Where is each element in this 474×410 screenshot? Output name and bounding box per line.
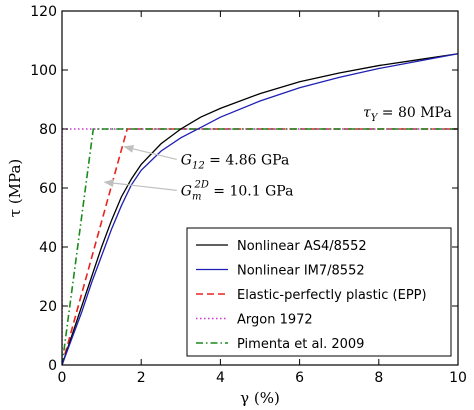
annotation-arrow-g12 (123, 144, 177, 160)
y-axis-label: τ (MPa) (6, 159, 24, 218)
x-tick-label: 2 (137, 370, 146, 386)
annotation-superscript: 2D (193, 179, 208, 190)
legend-label-4: Pimenta et al. 2009 (237, 337, 364, 352)
x-tick-label: 8 (374, 370, 383, 386)
y-tick-label: 120 (30, 4, 57, 20)
y-tick-label: 20 (39, 299, 57, 315)
legend-label-3: Argon 1972 (237, 313, 313, 328)
annotation-value: = 4.86 GPa (205, 152, 290, 168)
annotation-arrow-gm2d (103, 179, 177, 191)
series-line-0 (62, 53, 458, 365)
annotation-subscript: Y (371, 113, 379, 124)
annotation-gm2d: Gm2D = 10.1 GPa (181, 179, 294, 202)
x-tick-label: 6 (295, 370, 304, 386)
annotation-g12: G12 = 4.86 GPa (181, 152, 289, 171)
x-tick-label: 10 (449, 370, 467, 386)
legend-label-1: Nonlinear IM7/8552 (237, 264, 365, 279)
y-tick-label: 40 (39, 240, 57, 256)
annotation-value: = 80 MPa (377, 105, 451, 121)
legend-label-2: Elastic-perfectly plastic (EPP) (237, 288, 427, 303)
x-tick-label: 0 (58, 370, 67, 386)
y-tick-label: 60 (39, 181, 57, 197)
x-axis-label: γ (%) (240, 389, 280, 407)
annotation-subscript: m (192, 191, 201, 202)
annotation-symbol: G (181, 152, 192, 168)
y-tick-label: 100 (30, 63, 57, 79)
annotation-value: = 10.1 GPa (209, 183, 294, 199)
series-line-4 (62, 128, 458, 365)
series-line-1 (62, 53, 458, 365)
annotation-symbol: τ (363, 105, 371, 121)
legend-box (186, 227, 452, 357)
y-tick-label: 0 (48, 358, 57, 374)
annotation-tau-y: τY = 80 MPa (363, 105, 452, 124)
y-tick-label: 80 (39, 122, 57, 138)
x-tick-label: 4 (216, 370, 225, 386)
annotation-symbol: G (181, 183, 192, 199)
annotation-subscript: 12 (192, 160, 205, 171)
legend: Nonlinear AS4/8552 Nonlinear IM7/8552 Elas… (186, 227, 452, 357)
legend-label-0: Nonlinear AS4/8552 (237, 239, 367, 254)
